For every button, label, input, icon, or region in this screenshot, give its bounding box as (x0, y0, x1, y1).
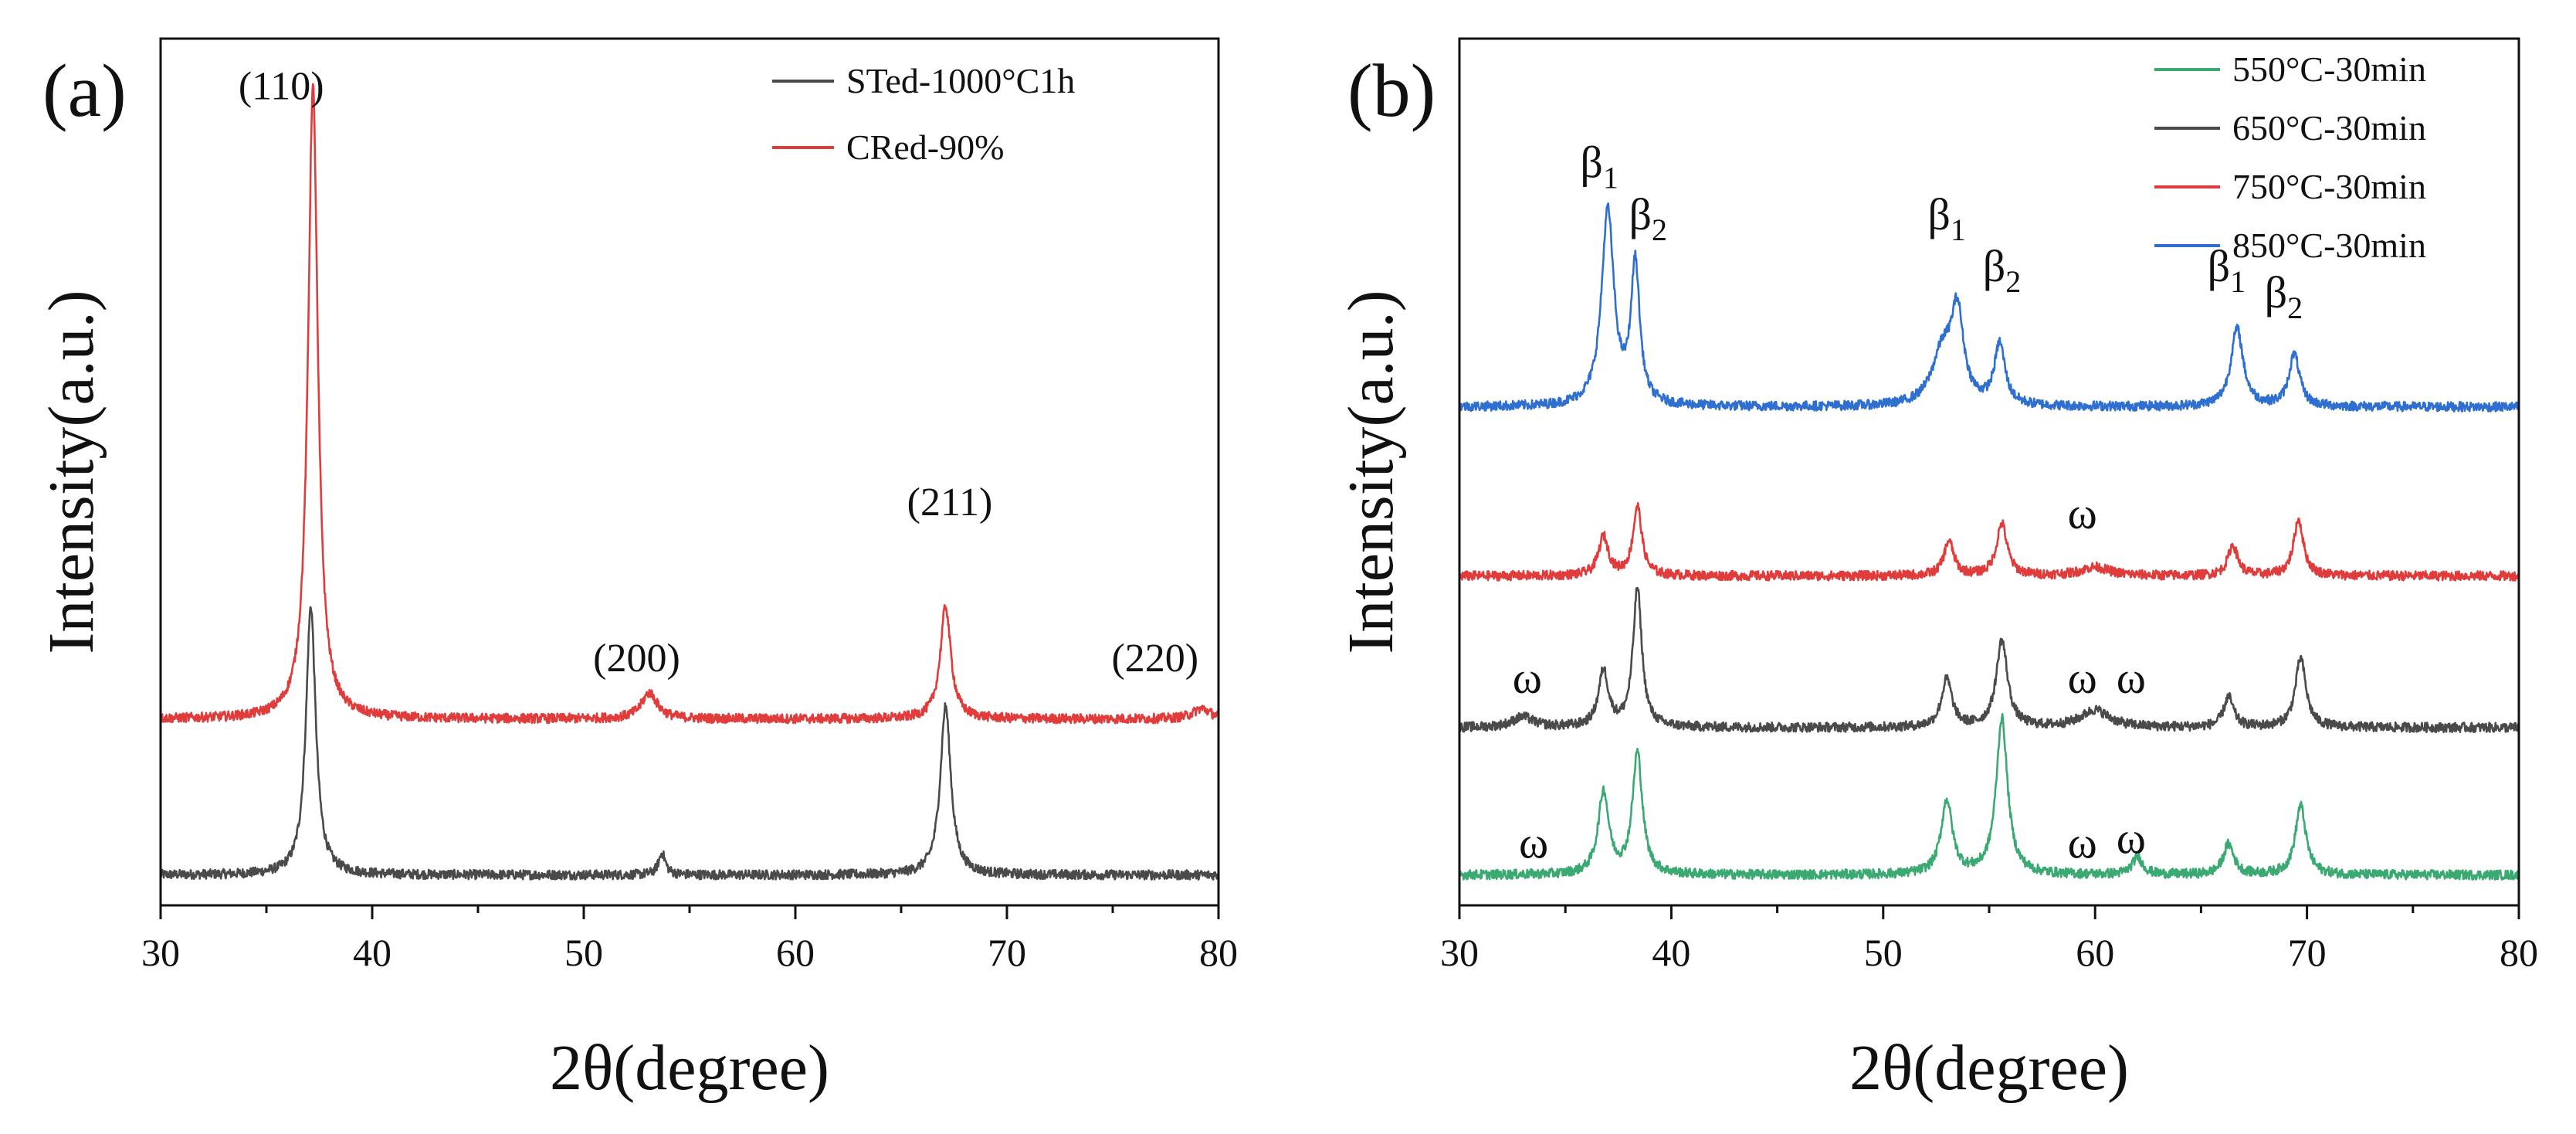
x-axis-title: 2θ(degree) (1849, 1032, 2129, 1104)
series-line-1 (159, 606, 1220, 881)
peak-annotation: (110) (239, 65, 324, 109)
peak-annotation-subscript: 1 (1603, 161, 1618, 195)
peak-annotation-symbol: β (1580, 138, 1603, 188)
x-tick-label: 40 (353, 931, 391, 974)
peak-annotation-subscript: 1 (2230, 264, 2246, 299)
peak-annotation-symbol: ω (1513, 653, 1542, 703)
peak-annotation-subscript: 2 (2005, 264, 2021, 299)
peak-annotation: ω (1519, 817, 1548, 867)
peak-annotation: ω (1513, 653, 1542, 703)
legend-label: STed-1000°C1h (846, 61, 1075, 100)
peak-annotation-symbol: ω (2068, 488, 2097, 538)
peak-annotation: (211) (907, 480, 993, 525)
x-tick-label: 70 (2288, 931, 2327, 974)
peak-annotation: ω (2068, 817, 2097, 867)
peak-annotation: (200) (593, 637, 680, 681)
legend-label: 750°C-30min (2232, 167, 2426, 206)
peak-annotation: ω (2117, 653, 2146, 703)
peak-annotation: β1 (2208, 241, 2246, 299)
peak-annotation-symbol: β (2265, 267, 2288, 317)
peak-annotation-symbol: ω (1519, 817, 1548, 867)
peak-annotation-symbol: ω (2117, 813, 2146, 864)
legend-label: CRed-90% (846, 127, 1004, 167)
x-tick-label: 80 (1199, 931, 1238, 974)
peak-annotation: β2 (1983, 241, 2022, 299)
x-tick-label: 60 (776, 931, 815, 974)
legend: STed-1000°C1h CRed-90% (772, 61, 1075, 167)
peak-annotation-subscript: 2 (2287, 290, 2303, 325)
peak-annotation-symbol: (220) (1111, 637, 1198, 681)
peak-annotation-symbol: ω (2068, 817, 2097, 867)
chart-panel-b: (b) 30 40 50 60 70 80 2θ(degree) Intensity(a.u.)… (1335, 37, 2538, 1104)
x-axis-title: 2θ(degree) (550, 1032, 829, 1104)
peak-annotation-symbol: ω (2068, 653, 2097, 703)
peak-annotation-symbol: (200) (593, 637, 680, 681)
legend-label: 550°C-30min (2232, 49, 2426, 89)
x-tick-label: 80 (2500, 931, 2538, 974)
peak-annotation: (220) (1111, 637, 1198, 681)
x-tick-label: 60 (2076, 931, 2114, 974)
peak-annotation: β2 (2265, 267, 2303, 325)
peak-annotation-symbol: β (1927, 189, 1951, 239)
panel-label: (a) (42, 49, 127, 133)
peak-annotation-subscript: 1 (1951, 212, 1966, 247)
peak-annotation: ω (2068, 488, 2097, 538)
peak-annotation: β1 (1927, 189, 1966, 247)
peak-annotation-symbol: β (1629, 189, 1652, 239)
x-tick-label: 50 (1864, 931, 1903, 974)
peak-annotation-symbol: (110) (239, 65, 324, 109)
x-tick-label: 30 (1440, 931, 1479, 974)
x-tick-label: 70 (988, 931, 1026, 974)
series-line-3 (1458, 502, 2520, 582)
series-line-2 (1458, 586, 2520, 734)
y-axis-title: Intensity(a.u.) (1335, 290, 1407, 654)
x-tick-label: 40 (1652, 931, 1690, 974)
peak-annotation-subscript: 2 (1652, 212, 1667, 247)
chart-panel-a: (a) 30 40 50 60 70 80 2θ(degree) Intensity(a.u.)… (36, 37, 1238, 1104)
peak-annotation: β2 (1629, 189, 1667, 247)
legend-label: 850°C-30min (2232, 226, 2426, 265)
peak-annotation-symbol: (211) (907, 480, 993, 525)
peak-annotation: ω (2068, 653, 2097, 703)
legend-label: 650°C-30min (2232, 108, 2426, 148)
panel-label: (b) (1347, 49, 1435, 133)
series-line-1 (1458, 713, 2520, 881)
peak-annotation-symbol: β (2208, 241, 2231, 291)
x-tick-label: 30 (141, 931, 180, 974)
series-line-2 (160, 83, 1220, 725)
series-line-4 (1458, 202, 2520, 413)
peak-annotation: β1 (1580, 138, 1618, 195)
x-tick-label: 50 (564, 931, 603, 974)
peak-annotation: ω (2117, 813, 2146, 864)
peak-annotation-symbol: β (1983, 241, 2006, 291)
y-axis-title: Intensity(a.u.) (36, 290, 107, 654)
peak-annotation-symbol: ω (2117, 653, 2146, 703)
legend: 550°C-30min 650°C-30min 750°C-30min 850°C-3… (2154, 49, 2426, 265)
